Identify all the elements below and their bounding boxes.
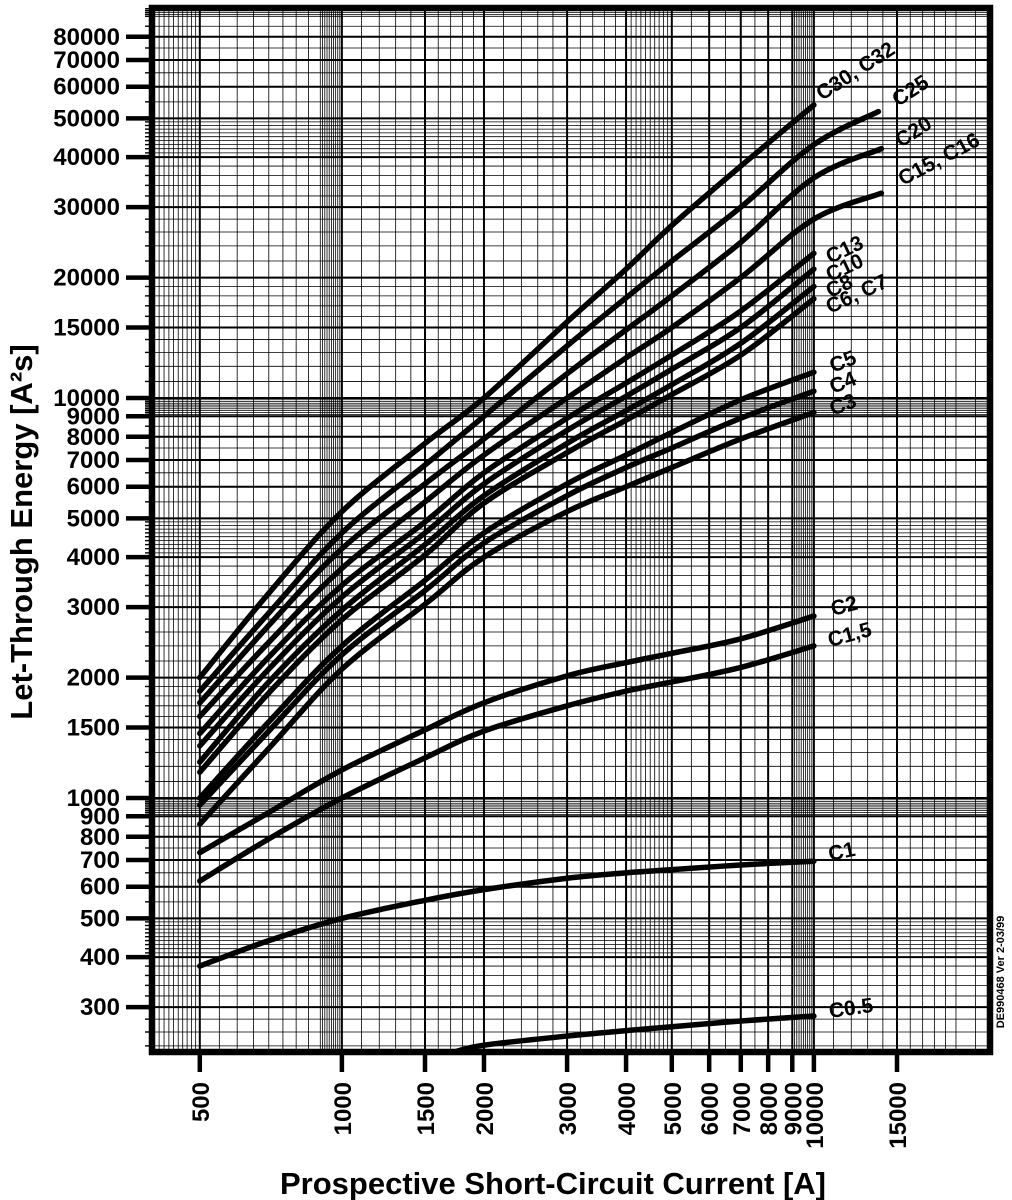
- curve-c6-c7: [197, 296, 817, 775]
- y-tick-label: 1500: [67, 715, 120, 742]
- y-tick-label: 15000: [53, 315, 120, 342]
- x-tick-label: 15000: [885, 1082, 912, 1149]
- grid: [152, 8, 990, 1052]
- x-tick-label: 6000: [697, 1082, 724, 1135]
- x-tick-label: 4000: [614, 1082, 641, 1135]
- curve-c25: [197, 108, 882, 694]
- y-tick-label: 4000: [67, 544, 120, 571]
- curve-c0-5: [452, 1013, 817, 1052]
- y-tick-label: 10000: [53, 385, 120, 412]
- x-tick-label: 3000: [555, 1082, 582, 1135]
- x-tick-label: 10000: [802, 1082, 829, 1149]
- plot-frame: [148, 4, 994, 1056]
- y-tick-label: 3000: [67, 594, 120, 621]
- y-tick-label: 7000: [67, 447, 120, 474]
- x-axis-ticks: 500 1000 1500 2000 3000 4000 5000 6000 7000 80009…: [188, 1052, 912, 1149]
- x-axis-title: Prospective Short-Circuit Current [A]: [279, 1166, 827, 1200]
- y-tick-label: 300: [80, 994, 120, 1021]
- curve-c13: [197, 250, 817, 737]
- x-tick-label: 5000: [660, 1082, 687, 1135]
- curve-label-c1: C1: [826, 838, 857, 866]
- x-tick-label: 7000: [729, 1082, 756, 1135]
- x-tick-label: 1500: [413, 1082, 440, 1135]
- y-tick-label: 20000: [53, 265, 120, 292]
- y-tick-label: 70000: [53, 47, 120, 74]
- curve-c1-5: [197, 643, 817, 884]
- x-tick-label: 1000: [330, 1082, 357, 1135]
- y-tick-label: 1000: [67, 785, 120, 812]
- y-tick-label: 800: [80, 824, 120, 851]
- y-tick-label: 5000: [67, 505, 120, 532]
- y-tick-label: 400: [80, 944, 120, 971]
- x-tick-label: 8000: [756, 1082, 783, 1135]
- x-tick-label: 2000: [472, 1082, 499, 1135]
- y-tick-label: 80000: [53, 24, 120, 51]
- y-tick-label: 900: [80, 803, 120, 830]
- y-axis-title: Let-Through Energy [A²s]: [4, 344, 39, 720]
- y-tick-label: 500: [80, 905, 120, 932]
- y-tick-label: 60000: [53, 74, 120, 101]
- x-tick-label: 9000: [780, 1082, 807, 1135]
- curve-c8: [197, 283, 817, 765]
- y-tick-label: 2000: [67, 665, 120, 692]
- y-tick-label: 600: [80, 874, 120, 901]
- curve-c1: [197, 858, 817, 969]
- y-tick-label: 700: [80, 847, 120, 874]
- y-tick-label: 9000: [67, 403, 120, 430]
- curves: [197, 102, 885, 1052]
- doc-version-note: DE990468 Ver 2-03/99: [995, 915, 1007, 1029]
- y-tick-label: 30000: [53, 194, 120, 221]
- y-tick-label: 40000: [53, 144, 120, 171]
- curve-c5: [197, 369, 817, 801]
- curve-c30-c32: [197, 102, 817, 681]
- curve-c20: [197, 145, 885, 706]
- curve-c2: [197, 613, 817, 856]
- curve-c3: [197, 409, 817, 827]
- x-tick-label: 500: [188, 1082, 215, 1122]
- y-tick-label: 6000: [67, 474, 120, 501]
- curve-label-c1-5: C1,5: [825, 618, 874, 652]
- curve-c4: [197, 388, 817, 808]
- y-tick-label: 50000: [53, 105, 120, 132]
- curve-label-c25: C25: [888, 71, 933, 111]
- curve-c10: [197, 266, 817, 749]
- curve-c15-c16: [197, 190, 885, 720]
- y-tick-label: 8000: [67, 424, 120, 451]
